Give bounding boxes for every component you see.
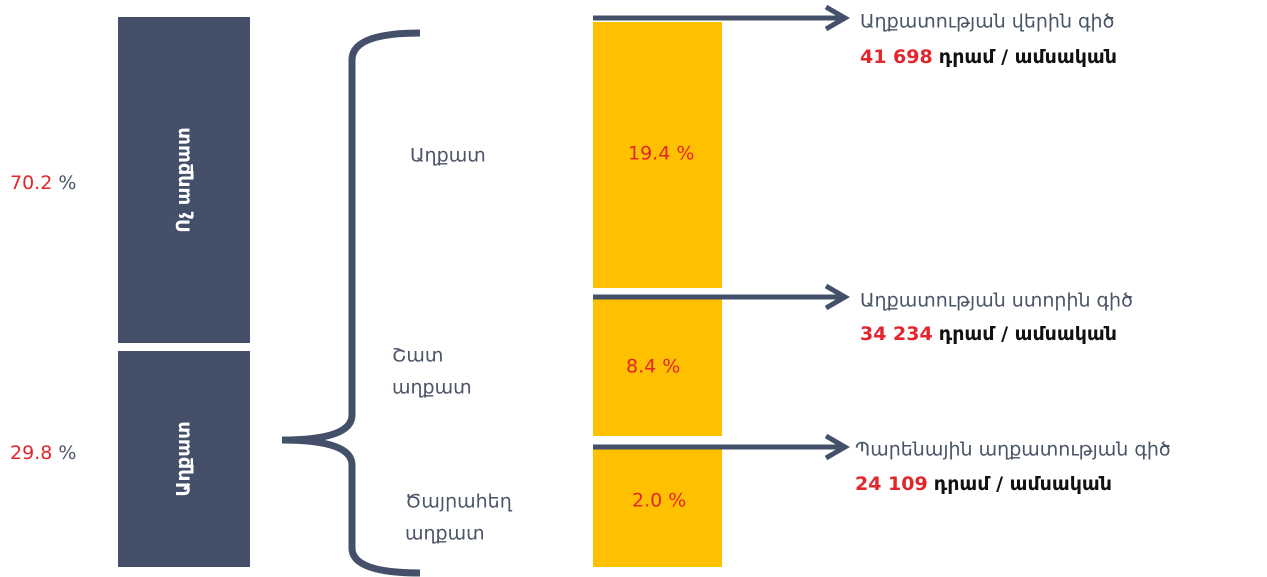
share-unit: % [58, 172, 76, 194]
line-amount: 24 109 դրամ / ամսական [855, 473, 1112, 495]
group-label: աղքատ [392, 377, 472, 399]
line-amount: 34 234 դրամ / ամսական [860, 323, 1117, 345]
extreme-band [593, 447, 722, 567]
band-share: 8.4 % [626, 356, 680, 378]
group-label: Աղքատ [410, 145, 486, 167]
group-label: Ծայրահեղ [405, 491, 513, 513]
poor-band [593, 22, 722, 288]
bar-label: Աղքատ [173, 421, 195, 497]
share-unit: % [58, 442, 76, 464]
line-amount: 41 698 դրամ / ամսական [860, 46, 1117, 68]
share-text: 29.8 % [10, 442, 76, 464]
amount: 34 234 [860, 323, 933, 345]
amount-unit: դրամ / ամսական [934, 473, 1112, 495]
line-title: Պարենային աղքատության գիծ [855, 439, 1171, 461]
line-title: Աղքատության վերին գիծ [860, 11, 1114, 33]
amount: 24 109 [855, 473, 928, 495]
non-poor-bar [118, 17, 250, 343]
line-title: Աղքատության ստորին գիծ [860, 290, 1133, 312]
share-text: 70.2 % [10, 172, 76, 194]
arrows [593, 4, 850, 461]
band-share: 19.4 % [628, 143, 694, 165]
bar-label: Ոչ աղքատ [173, 127, 195, 232]
amount-unit: դրամ / ամսական [939, 323, 1117, 345]
share-value: 70.2 [10, 172, 52, 194]
amount: 41 698 [860, 46, 933, 68]
share-value: 29.8 [10, 442, 52, 464]
very-poor-band [593, 297, 722, 436]
group-label: աղքատ [405, 523, 485, 545]
band-share: 2.0 % [632, 490, 686, 512]
brace [281, 29, 421, 577]
group-label: Շատ [392, 345, 443, 367]
amount-unit: դրամ / ամսական [939, 46, 1117, 68]
poor-bar [118, 351, 250, 567]
